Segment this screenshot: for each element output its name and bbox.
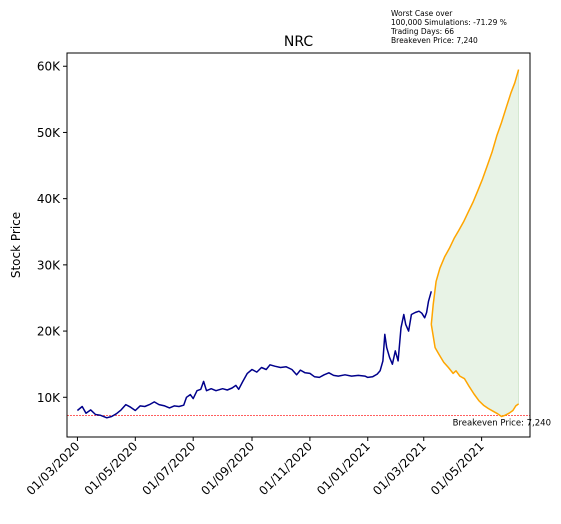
confidence-band	[430, 69, 519, 417]
x-tick-label: 01/03/2020	[24, 439, 83, 498]
series-line-2	[430, 69, 520, 325]
annotation-line-3: Trading Days: 66	[391, 27, 455, 36]
x-tick-label: 01/07/2020	[139, 439, 198, 498]
x-tick-label: 01/11/2020	[256, 439, 315, 498]
breakeven-label: Breakeven Price: 7,240	[453, 419, 551, 429]
y-tick-label: 60K	[37, 60, 61, 74]
y-tick-label: 10K	[37, 391, 61, 405]
y-tick-label: 40K	[37, 192, 61, 206]
chart-title: NRC	[284, 34, 314, 50]
annotation-line-2: 100,000 Simulations: -71.29 %	[391, 18, 507, 27]
plot-frame	[66, 52, 531, 438]
annotation-line-4: Breakeven Price: 7,240	[391, 36, 478, 45]
x-tick-label: 01/01/2021	[314, 439, 373, 498]
x-tick-label: 01/03/2021	[370, 439, 429, 498]
x-tick-label: 01/09/2020	[198, 439, 257, 498]
x-axis: 01/03/2020 01/05/2020 01/07/2020 01/09/2020…	[24, 437, 487, 498]
simulation-annotation: Worst Case over 100,000 Simulations: -71…	[391, 9, 507, 45]
y-axis: 10K 20K 30K 40K 50K 60K	[37, 60, 67, 405]
y-tick-label: 20K	[37, 325, 61, 339]
series-line-1	[76, 291, 433, 419]
x-tick-label: 01/05/2020	[82, 439, 141, 498]
confidence-band-area	[430, 69, 519, 417]
y-tick-label: 30K	[37, 258, 61, 272]
y-tick-label: 50K	[37, 126, 61, 140]
x-tick-label: 01/05/2021	[428, 439, 487, 498]
annotation-line-1: Worst Case over	[391, 9, 453, 18]
y-axis-label: Stock Price	[9, 212, 23, 278]
series-line-3	[430, 324, 520, 418]
series-layer	[76, 69, 520, 419]
